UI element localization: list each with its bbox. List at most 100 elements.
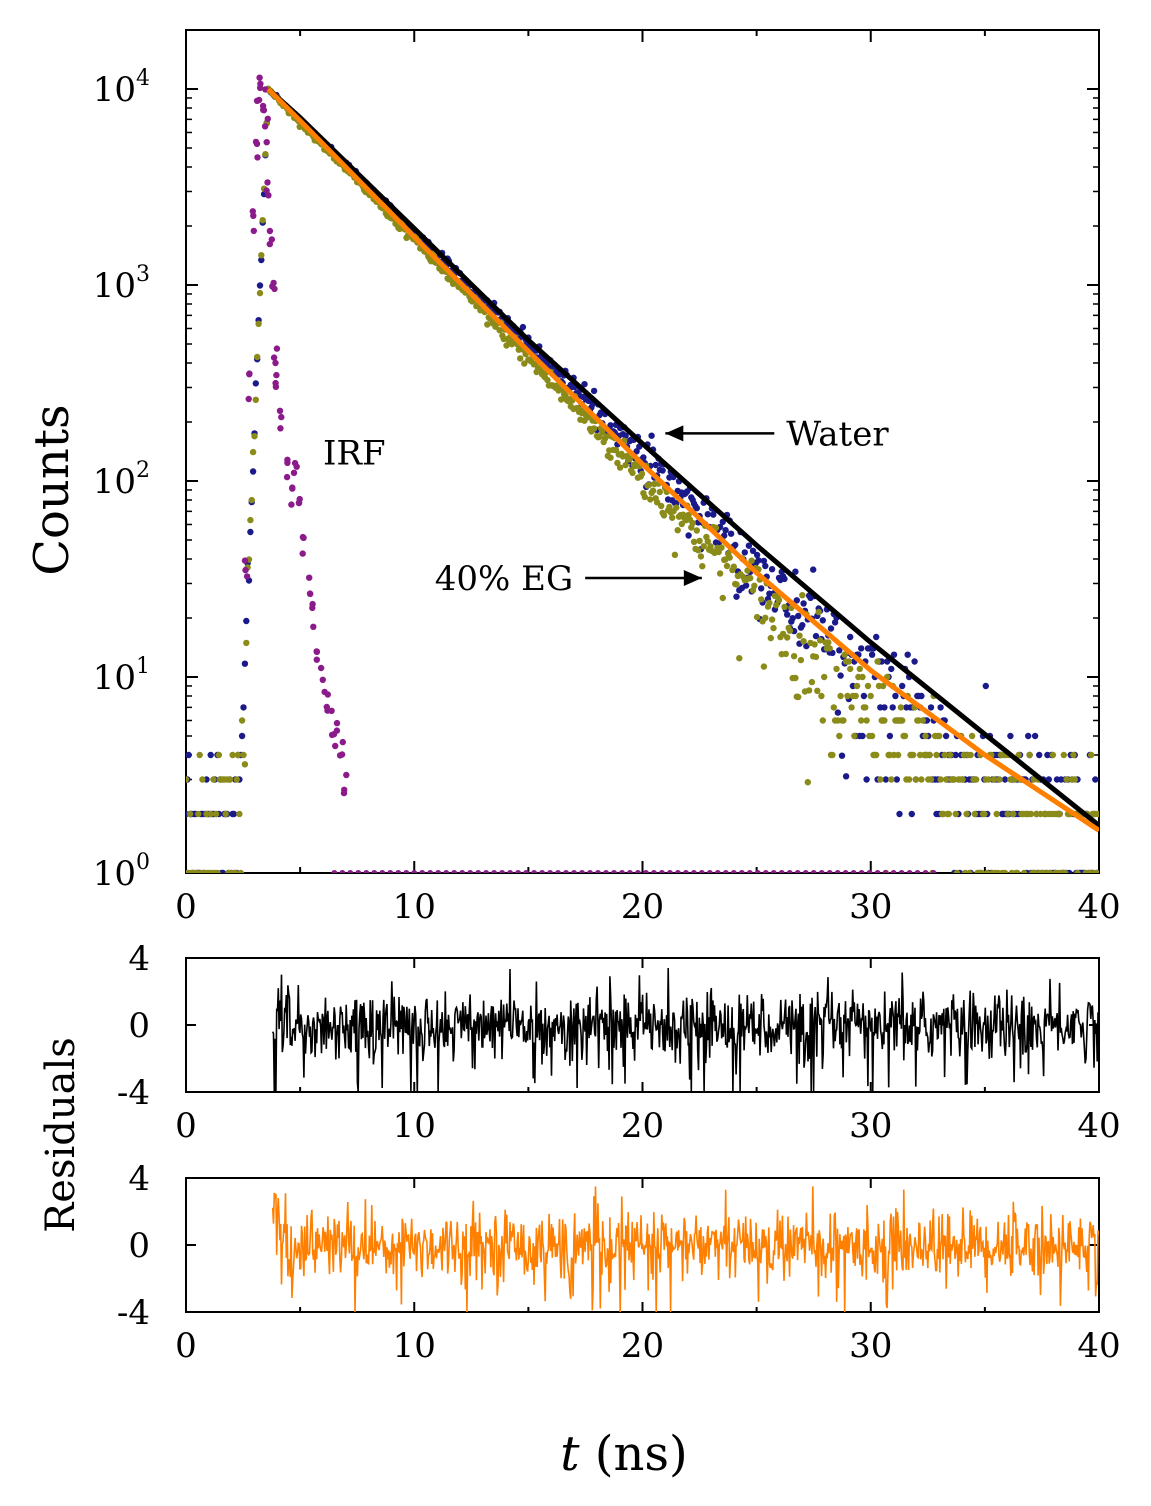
irf-point: [270, 354, 278, 361]
eg-data-point: [792, 674, 799, 682]
eg-data-point: [952, 810, 959, 818]
eg-data-point: [773, 602, 780, 609]
eg-data-point: [733, 581, 740, 588]
eg-data-point: [215, 751, 223, 759]
eg-data-point: [222, 810, 229, 818]
water-data-point: [789, 615, 796, 622]
irf-baseline-point: [539, 870, 546, 873]
irf-baseline-point: [874, 870, 881, 873]
eg-data-point: [819, 717, 826, 724]
irf-point: [306, 574, 313, 581]
eg-data-point: [195, 810, 202, 818]
irf-point: [266, 227, 274, 235]
eg-data-point: [967, 751, 974, 759]
eg-data-point: [248, 496, 255, 504]
x-tick-label: 20: [621, 887, 664, 927]
irf-baseline-point: [650, 870, 657, 873]
water-data-point: [1025, 732, 1032, 740]
eg-data-point: [947, 751, 954, 759]
eg-data-point: [782, 650, 789, 658]
water-data-point: [258, 256, 265, 264]
irf-baseline-point: [611, 870, 617, 873]
eg-data-point: [941, 751, 948, 759]
eg-data-point: [766, 599, 773, 607]
eg-data-point: [647, 496, 654, 503]
irf-baseline-point: [379, 870, 386, 873]
irf-point: [319, 676, 326, 683]
eg-data-point: [693, 527, 700, 534]
eg-data-point: [241, 761, 249, 768]
eg-data-point: [993, 810, 1000, 818]
irf-point: [264, 179, 271, 186]
eg-data-point: [645, 481, 653, 489]
eg-data-point: [214, 869, 221, 873]
x-tick-label: 30: [849, 887, 892, 927]
eg-data-point: [1026, 751, 1033, 759]
water-data-point: [863, 776, 870, 783]
water-data-point: [652, 461, 659, 469]
eg-data-point: [867, 692, 874, 700]
irf-point: [290, 469, 298, 476]
eg-data-point: [826, 645, 833, 652]
water-data-point: [859, 732, 866, 740]
eg-data-point: [234, 751, 242, 759]
eg-data-point: [790, 653, 798, 660]
irf-baseline-point: [786, 870, 793, 873]
irf-point: [246, 370, 253, 377]
irf-point: [277, 425, 284, 432]
y-tick-label: 101: [93, 654, 150, 698]
irf-baseline-point: [523, 870, 530, 873]
eg-data-point: [262, 151, 269, 158]
irf-point: [242, 566, 249, 574]
irf-point: [333, 727, 341, 734]
water-data-point: [899, 682, 906, 690]
eg-data-point: [212, 810, 220, 818]
residuals-axis-title: Residuals: [38, 1037, 84, 1233]
irf-baseline-point: [762, 870, 769, 873]
x-tick-label: 20: [621, 1106, 664, 1146]
eg-data-point: [853, 682, 861, 690]
x-tick-label: 10: [393, 1326, 436, 1366]
x-tick-label: 40: [1077, 1326, 1120, 1366]
eg-data-point: [629, 469, 636, 477]
water-data-point: [904, 651, 911, 658]
eg-data-point: [973, 776, 980, 783]
water-data-point: [519, 323, 527, 331]
eg-data-point: [638, 470, 646, 477]
eg-data-point: [689, 519, 696, 527]
irf-baseline-point: [563, 870, 569, 873]
irf-point: [273, 345, 281, 352]
eg-data-point: [186, 776, 190, 783]
irf-point: [310, 623, 317, 630]
eg-data-point: [959, 776, 966, 783]
irf-point: [328, 707, 335, 714]
eg-data-point: [894, 751, 902, 759]
eg-data-point: [811, 641, 818, 648]
irf-baseline-point: [451, 870, 458, 873]
water-data-point: [799, 622, 806, 629]
irf-point: [340, 789, 348, 797]
x-tick-label: 0: [175, 887, 197, 927]
irf-baseline-point: [690, 870, 697, 873]
eg-data-point: [669, 514, 676, 521]
irf-point: [276, 407, 284, 414]
irf-point: [284, 456, 291, 463]
water-data-point: [590, 387, 598, 395]
eg-data-point: [899, 717, 906, 724]
water-data-point: [755, 557, 762, 564]
eg-data-point: [252, 396, 259, 403]
irf-point: [324, 691, 331, 698]
eg-data-point: [240, 751, 247, 759]
eg-data-point: [716, 570, 724, 577]
eg-data-point: [821, 673, 828, 681]
irf-baseline-point: [810, 870, 817, 873]
irf-point: [241, 557, 249, 564]
eg-data-point: [678, 520, 685, 528]
water-data-point: [640, 454, 647, 461]
time-axis-title: t (ns): [560, 1426, 688, 1482]
y-tick-label: 4: [128, 939, 150, 979]
x-tick-label: 0: [175, 1326, 197, 1366]
water-data-point: [868, 651, 876, 658]
eg-data-point: [723, 562, 731, 570]
eg-data-point: [660, 512, 668, 519]
